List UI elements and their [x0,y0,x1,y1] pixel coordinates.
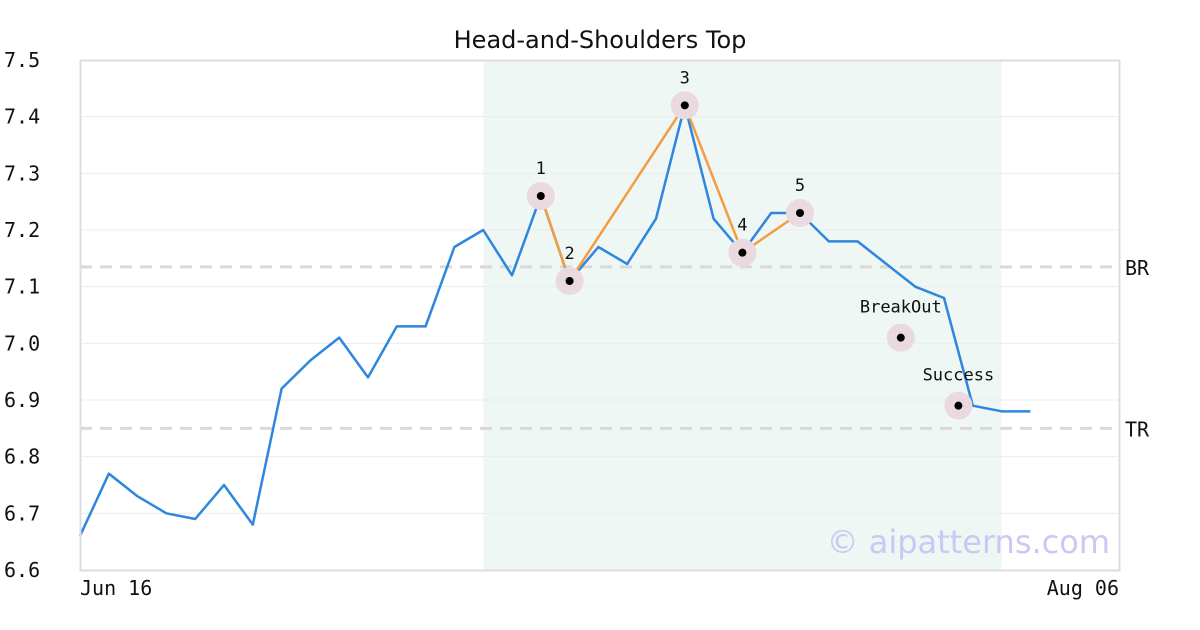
y-tick-label: 6.8 [4,445,40,469]
level-label: BR [1125,256,1150,280]
marker-label: Success [923,366,995,386]
pattern-point-label: 4 [737,216,747,236]
gridlines [80,116,1119,514]
pattern-connector [539,194,571,283]
chart-title: Head-and-Shoulders Top [454,26,747,54]
marker-point [954,401,963,410]
pattern-point-label: 3 [680,68,690,88]
y-tick-label: 7.1 [4,275,40,299]
pattern-point [680,101,689,110]
x-tick-label: Jun 16 [80,576,152,600]
level-label: TR [1125,417,1150,441]
y-tick-label: 7.5 [4,48,40,72]
pattern-point [738,248,747,257]
plot-frame [79,59,1121,572]
pattern-point-label: 1 [536,159,546,179]
pattern-region [483,60,1002,570]
pattern-region-layer [483,60,1002,570]
pattern-points: 1 2 3 4 5 BreakOut Success [526,68,995,420]
pattern-point [536,192,545,200]
pattern-point-label: 2 [564,244,574,264]
marker-label: BreakOut [860,298,942,318]
pattern-connector [683,104,744,254]
marker-point [896,333,905,342]
pattern-point [565,277,574,285]
y-tick-label: 7.2 [4,218,40,242]
pattern-point [796,209,804,217]
pattern-connector [568,104,687,283]
axis-ticks: 7.5 7.4 7.3 7.2 7.1 7.0 6.9 6.8 6.7 6.6 Jun 16 Aug … [4,48,1119,600]
pattern-point-label: 5 [795,176,805,196]
y-tick-label: 7.0 [4,331,40,355]
y-tick-label: 6.7 [4,501,40,525]
y-tick-label: 6.6 [4,558,40,582]
y-tick-label: 7.4 [4,105,40,129]
level-lines: BR TR [80,256,1150,441]
watermark: © aipatterns.com [827,523,1110,561]
x-tick-label: Aug 06 [1047,576,1119,600]
y-tick-label: 6.9 [4,388,40,412]
y-tick-label: 7.3 [4,161,40,185]
